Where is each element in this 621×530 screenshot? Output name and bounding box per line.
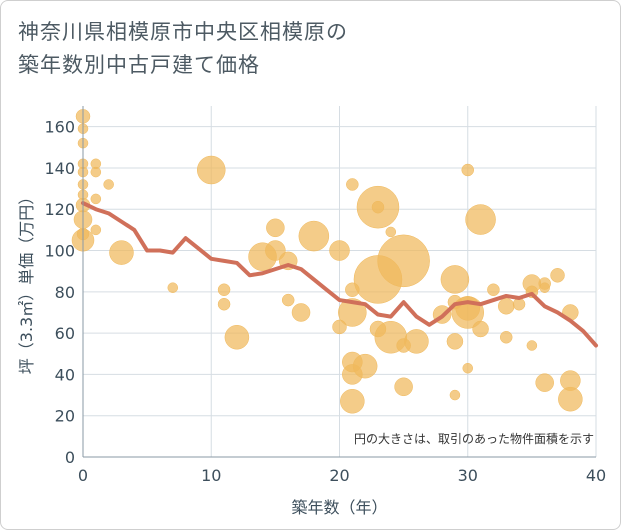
x-tick-label: 0 (78, 466, 88, 485)
y-tick-label: 120 (44, 200, 75, 219)
data-bubble (535, 373, 554, 392)
y-tick-label: 100 (44, 242, 75, 261)
data-bubble (404, 329, 429, 354)
data-bubble (90, 166, 102, 178)
data-bubble (90, 193, 102, 205)
data-bubble (539, 282, 550, 293)
trend-line-group (81, 201, 598, 348)
data-bubble (332, 319, 347, 335)
data-bubble (352, 353, 378, 379)
data-bubble (298, 220, 330, 252)
data-bubble (103, 179, 114, 190)
data-bubble (291, 303, 311, 322)
data-bubble (217, 297, 231, 311)
data-bubble (346, 178, 359, 191)
data-bubble (449, 389, 461, 401)
data-bubble (265, 240, 286, 261)
data-bubble (338, 298, 367, 327)
grid (83, 106, 597, 457)
data-bubble (499, 330, 513, 344)
trend-line (81, 201, 598, 348)
data-bubble (329, 240, 350, 261)
data-bubble (465, 204, 496, 235)
y-tick-label: 20 (55, 407, 75, 426)
data-bubble (385, 226, 397, 238)
data-bubble (462, 362, 473, 374)
data-bubble (497, 298, 515, 315)
data-bubble (340, 389, 365, 414)
y-tick-label: 80 (55, 283, 75, 302)
title-line-2: 築年数別中古戸建て価格 (18, 53, 260, 77)
data-bubble (472, 320, 489, 338)
y-tick-label: 60 (55, 324, 75, 343)
y-tick-label: 40 (55, 365, 75, 384)
data-bubble (487, 283, 500, 297)
data-bubble (90, 224, 102, 236)
data-bubble (461, 163, 474, 177)
data-bubble (266, 218, 285, 238)
data-bubble (446, 333, 464, 350)
x-tick-label: 30 (458, 466, 478, 485)
axes: 0 20 40 60 80 100 120 140 160 0 10 20 30 40 (44, 106, 606, 485)
x-tick-label: 40 (586, 466, 606, 485)
title-line-1: 神奈川県相模原市中央区相模原の (18, 20, 348, 44)
y-tick-label: 0 (65, 448, 75, 467)
data-bubble (167, 282, 179, 293)
y-tick-label: 160 (44, 118, 75, 137)
x-tick-label: 10 (201, 466, 221, 485)
x-tick-label: 20 (329, 466, 349, 485)
y-axis-title: 坪（3.3㎡）単価（万円） (17, 189, 36, 374)
data-bubble (394, 377, 413, 397)
data-bubble (526, 340, 538, 351)
data-bubble (217, 283, 231, 297)
data-bubble (371, 200, 385, 214)
x-axis-title: 築年数（年） (291, 498, 387, 517)
data-bubble (440, 265, 470, 294)
chart-title: 神奈川県相模原市中央区相模原の 築年数別中古戸建て価格 (18, 16, 348, 82)
data-bubble (377, 234, 430, 288)
y-tick-label: 140 (44, 159, 75, 178)
bubbles (71, 109, 583, 414)
data-bubble (109, 240, 134, 265)
data-bubble (281, 293, 295, 307)
data-bubble (550, 268, 565, 283)
data-bubble (197, 155, 226, 185)
data-bubble (558, 386, 583, 412)
size-annotation: 円の大きさは、取引のあった物件面積を示す (354, 431, 594, 446)
data-bubble (224, 324, 250, 350)
